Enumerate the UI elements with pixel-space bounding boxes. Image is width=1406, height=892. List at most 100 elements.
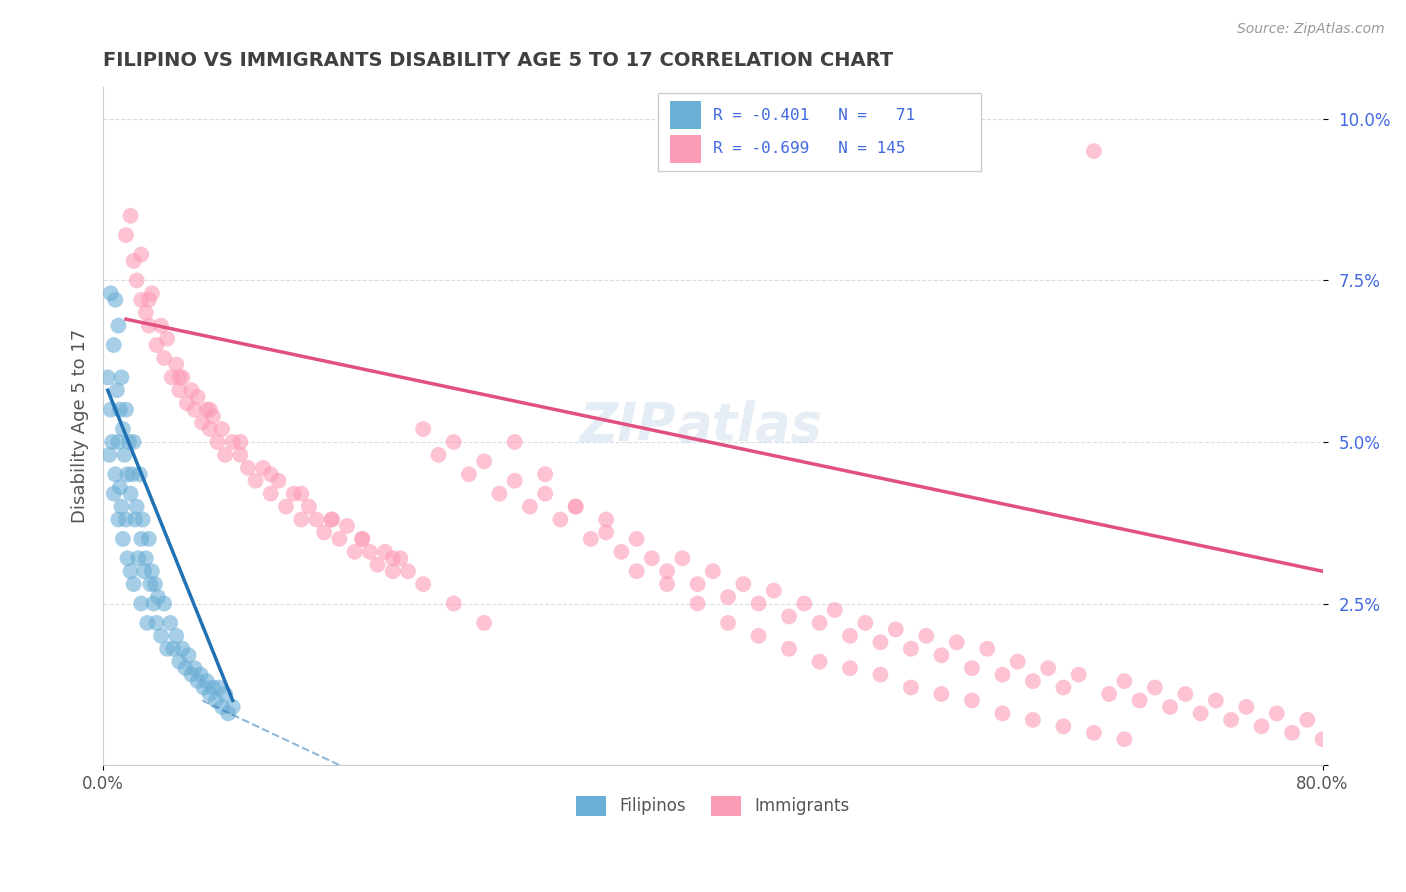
Point: [655, 577, 678, 591]
Point: [129, 247, 152, 261]
Point: [1250, 719, 1272, 733]
Point: [111, 422, 134, 436]
Point: [187, 674, 209, 689]
Point: [1114, 674, 1136, 689]
Point: [107, 512, 129, 526]
Point: [991, 706, 1014, 721]
Point: [550, 512, 572, 526]
Point: [195, 402, 218, 417]
Point: [135, 551, 157, 566]
Point: [267, 474, 290, 488]
Legend: Filipinos, Immigrants: Filipinos, Immigrants: [569, 789, 856, 822]
Point: [122, 434, 145, 449]
Point: [824, 603, 846, 617]
Point: [778, 641, 800, 656]
Point: [156, 641, 179, 656]
Point: [1083, 726, 1105, 740]
Point: [352, 532, 374, 546]
Point: [121, 467, 143, 482]
Point: [352, 532, 374, 546]
Point: [519, 500, 541, 514]
Point: [503, 434, 526, 449]
Point: [298, 500, 321, 514]
Point: [108, 402, 131, 417]
Point: [443, 597, 465, 611]
Point: [183, 402, 205, 417]
Point: [443, 434, 465, 449]
Point: [183, 661, 205, 675]
Point: [869, 635, 891, 649]
Point: [174, 661, 197, 675]
Point: [128, 467, 150, 482]
Point: [290, 512, 312, 526]
Point: [534, 486, 557, 500]
Point: [610, 545, 633, 559]
Point: [839, 629, 862, 643]
Point: [208, 681, 231, 695]
Point: [1052, 681, 1074, 695]
Point: [146, 590, 169, 604]
Point: [165, 358, 187, 372]
Point: [115, 512, 138, 526]
Point: [141, 286, 163, 301]
Point: [1234, 700, 1257, 714]
Point: [118, 434, 141, 449]
Point: [305, 512, 328, 526]
Point: [733, 577, 755, 591]
Point: [107, 434, 129, 449]
Point: [150, 629, 173, 643]
Point: [162, 641, 184, 656]
Point: [120, 564, 142, 578]
Point: [165, 629, 187, 643]
Point: [190, 667, 212, 681]
Point: [283, 486, 305, 500]
Point: [205, 693, 228, 707]
Point: [717, 590, 740, 604]
Point: [132, 512, 155, 526]
Point: [150, 318, 173, 333]
Point: [198, 687, 221, 701]
Point: [252, 460, 274, 475]
Point: [117, 467, 139, 482]
Point: [381, 551, 404, 566]
Point: [201, 409, 224, 423]
Point: [125, 500, 148, 514]
Point: [111, 532, 134, 546]
Point: [564, 500, 586, 514]
Point: [1220, 713, 1243, 727]
Point: [884, 623, 907, 637]
Point: [172, 370, 194, 384]
Point: [564, 500, 586, 514]
Point: [160, 370, 183, 384]
Point: [762, 583, 785, 598]
Point: [534, 467, 557, 482]
Point: [207, 434, 229, 449]
Point: [808, 615, 831, 630]
Point: [108, 480, 131, 494]
Point: [1007, 655, 1029, 669]
Point: [125, 273, 148, 287]
Point: [198, 422, 221, 436]
Point: [427, 448, 450, 462]
Point: [1205, 693, 1227, 707]
Point: [931, 648, 953, 663]
Point: [290, 486, 312, 500]
Point: [314, 525, 336, 540]
Point: [134, 564, 156, 578]
Y-axis label: Disability Age 5 to 17: Disability Age 5 to 17: [72, 328, 89, 523]
Point: [122, 577, 145, 591]
Point: [169, 370, 191, 384]
Point: [900, 641, 922, 656]
Point: [135, 306, 157, 320]
Point: [595, 512, 617, 526]
Point: [129, 532, 152, 546]
Point: [976, 641, 998, 656]
Point: [991, 667, 1014, 681]
Point: [328, 532, 350, 546]
Point: [138, 318, 160, 333]
Point: [472, 454, 495, 468]
Point: [211, 700, 233, 714]
Point: [110, 500, 132, 514]
Point: [100, 402, 122, 417]
Point: [105, 384, 128, 398]
